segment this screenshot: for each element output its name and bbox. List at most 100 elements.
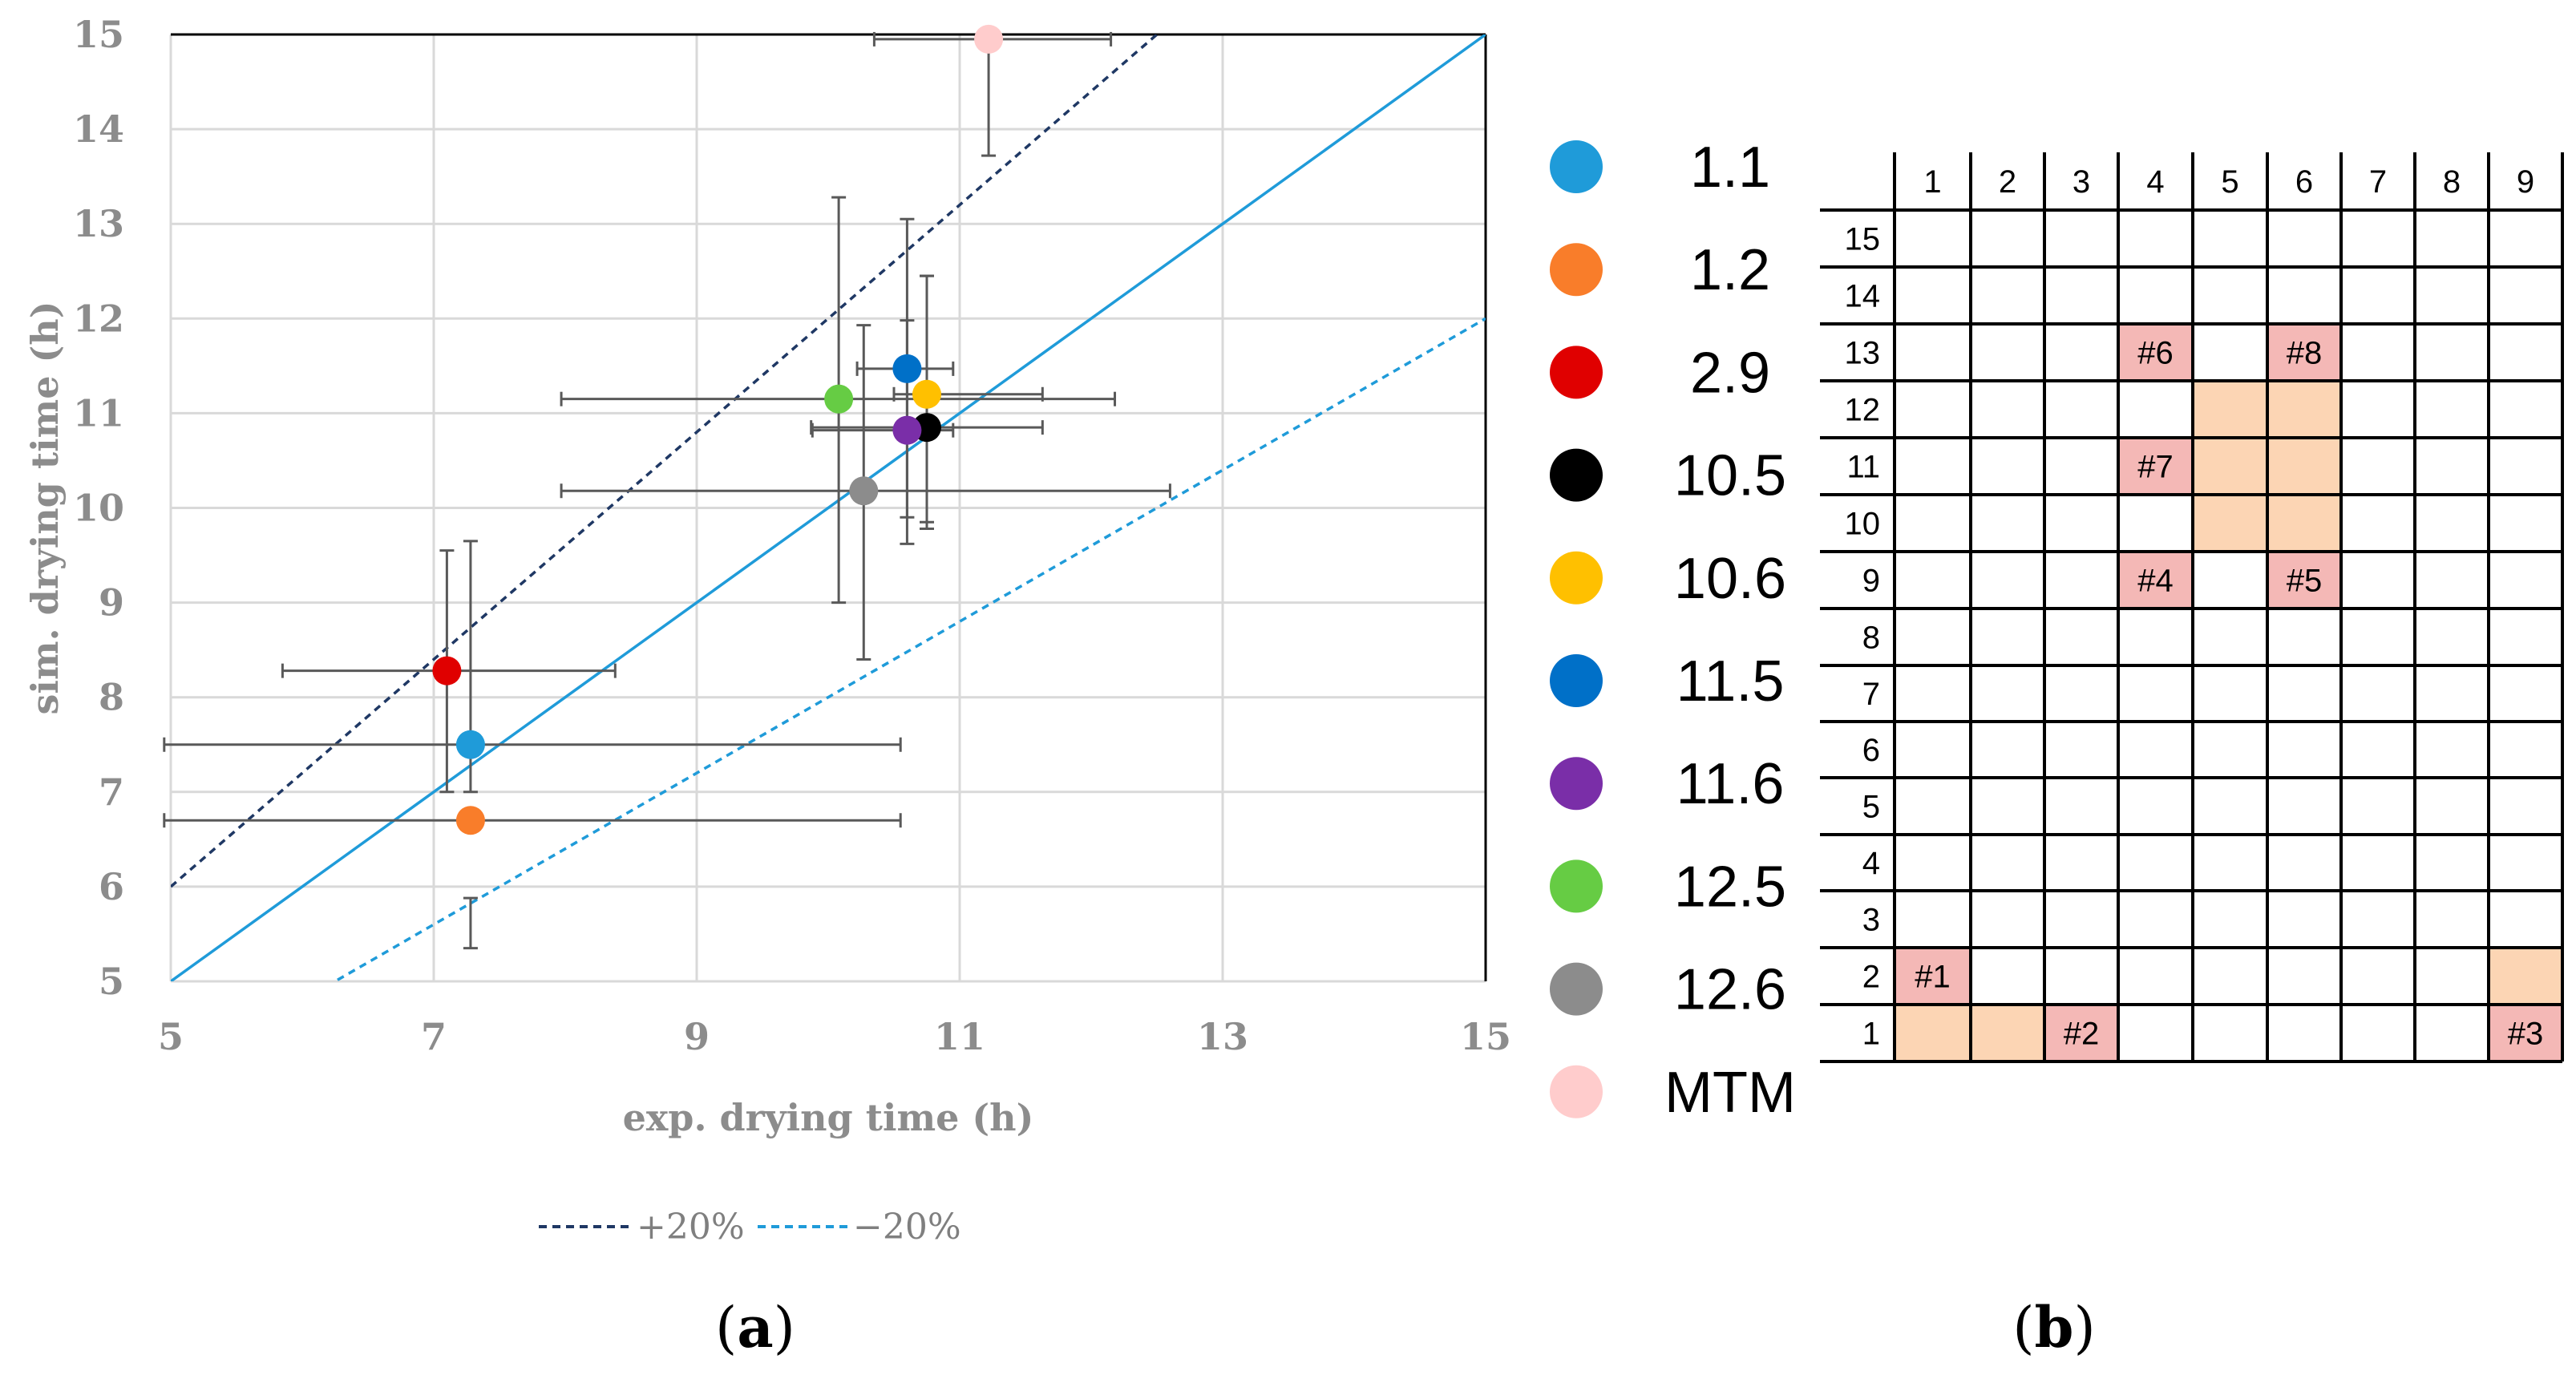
plot-area: 5 7 9 11 13 15 5 6 7 8 9 10 11 12 13 14 15 exp. drying ti… <box>23 13 1511 1139</box>
series-legend: 1.1 1.2 2.9 10.5 10.6 11.5 11.6 12.5 12.6 MTM <box>1550 135 1796 1125</box>
grid-row-label: 3 <box>1862 903 1880 938</box>
legend-marker <box>1550 1065 1603 1118</box>
legend-item: 2.9 <box>1550 341 1770 405</box>
cell-label: #1 <box>1915 960 1951 995</box>
data-point-1-1 <box>455 730 485 759</box>
y-tick-label: 15 <box>73 13 124 56</box>
grid-column-label: 2 <box>1999 164 2016 200</box>
grid-cell-highlight <box>2267 381 2341 438</box>
cell-label: #4 <box>2137 564 2174 599</box>
y-tick-label: 9 <box>99 581 124 625</box>
panel-a-caption: (a) <box>715 1294 795 1361</box>
legend-label: 12.5 <box>1674 855 1786 919</box>
legend-label: 10.5 <box>1674 444 1786 508</box>
grid-row-label: 6 <box>1862 733 1880 768</box>
cell-label: #5 <box>2287 564 2323 599</box>
x-tick-label: 9 <box>684 1015 710 1058</box>
legend-label: 11.5 <box>1676 649 1785 714</box>
grid-cell-highlight <box>2489 948 2562 1005</box>
grid-row-label: 8 <box>1862 621 1880 656</box>
legend-item: 10.6 <box>1550 547 1786 611</box>
x-tick-label: 5 <box>158 1015 184 1058</box>
cell-label: #6 <box>2137 336 2174 371</box>
grid-row-label: 2 <box>1862 960 1880 995</box>
data-point-11-5 <box>892 354 922 383</box>
grid-cell-highlight <box>1971 1005 2044 1062</box>
legend-marker <box>1550 859 1603 913</box>
y-tick-label: 14 <box>73 107 124 151</box>
legend-item: MTM <box>1550 1061 1796 1125</box>
legend-marker <box>1550 140 1603 193</box>
legend-label: 10.6 <box>1674 547 1786 611</box>
grid-column-label: 3 <box>2073 164 2090 200</box>
cell-label: #3 <box>2508 1017 2544 1052</box>
cell-label: #2 <box>2064 1017 2100 1052</box>
legend-label: 1.1 <box>1690 135 1770 200</box>
cell-label: #7 <box>2137 450 2174 485</box>
grid-row-label: 5 <box>1862 790 1880 825</box>
legend-marker <box>1550 346 1603 399</box>
data-point-10-6 <box>912 379 941 409</box>
grid-cell-highlight <box>2489 1005 2562 1062</box>
grid-cell-highlight <box>2267 438 2341 495</box>
grid-column-label: 7 <box>2369 164 2387 200</box>
y-tick-label: 6 <box>99 865 124 908</box>
grid-cell-highlight <box>2118 438 2193 495</box>
grid-cell-highlight <box>2193 495 2267 552</box>
grid-column-label: 8 <box>2443 164 2461 200</box>
grid-row-label: 1 <box>1862 1017 1880 1052</box>
grid-cell-highlight <box>2267 495 2341 552</box>
grid-row-label: 10 <box>1845 507 1881 542</box>
y-tick-label: 11 <box>73 391 124 435</box>
grid-cell-highlight <box>2193 381 2267 438</box>
legend-label: 2.9 <box>1690 341 1770 405</box>
grid-column-label: 1 <box>1923 164 1941 200</box>
error-bars <box>163 813 902 950</box>
x-tick-label: 7 <box>421 1015 447 1058</box>
grid-cell-highlight <box>2193 438 2267 495</box>
panel-a-letter: a <box>737 1294 773 1361</box>
legend-item: 11.5 <box>1550 649 1784 714</box>
grid-cell-highlight <box>2267 552 2341 609</box>
grid-cell-highlight <box>1895 1005 1971 1062</box>
legend-marker <box>1550 654 1603 707</box>
plus-20-legend-label: +20% <box>637 1207 745 1248</box>
legend-item: 11.6 <box>1550 752 1784 816</box>
y-axis-title: sim. drying time (h) <box>23 301 67 715</box>
grid-cell-highlight <box>2118 324 2193 381</box>
legend-label: 1.2 <box>1690 238 1770 302</box>
reference-line-legend: +20% −20% <box>539 1207 961 1248</box>
grid-row-label: 4 <box>1862 846 1880 881</box>
legend-marker <box>1550 962 1603 1016</box>
data-point-mtm <box>974 24 1004 54</box>
legend-item: 12.6 <box>1550 958 1786 1022</box>
grid-cell-highlight <box>2044 1005 2118 1062</box>
grid-cell-highlight <box>1895 948 1971 1005</box>
y-tick-label: 10 <box>73 487 124 530</box>
grid-column-label: 5 <box>2221 164 2238 200</box>
legend-marker <box>1550 243 1603 297</box>
legend-label: 11.6 <box>1676 752 1785 816</box>
reference-line <box>171 34 1159 888</box>
panel-a-label: (a) <box>715 1294 795 1361</box>
grid-column-label: 9 <box>2517 164 2534 200</box>
cell-label: #8 <box>2287 336 2323 371</box>
grid-cell-highlight <box>2118 552 2193 609</box>
grid-cell-highlight <box>2267 324 2341 381</box>
x-tick-label: 13 <box>1197 1015 1248 1058</box>
legend-marker <box>1550 757 1603 811</box>
y-tick-label: 13 <box>73 202 124 245</box>
y-tick-label: 8 <box>99 676 124 719</box>
data-point-11-6 <box>892 415 922 445</box>
legend-marker <box>1550 448 1603 502</box>
x-tick-label: 11 <box>934 1015 985 1058</box>
reference-line <box>171 34 1486 981</box>
well-grid-panel: #6 #8#7#4 #5#1#2 #31 2 3 4 5 6 7 8 9151413121110987… <box>1820 152 2564 1063</box>
legend-item: 12.5 <box>1550 855 1786 919</box>
reference-line <box>332 317 1486 981</box>
reference-lines <box>171 34 1486 981</box>
panel-b-caption: (b) <box>2012 1294 2096 1361</box>
y-tick-label: 12 <box>73 297 124 340</box>
grid-row-label: 9 <box>1862 564 1880 599</box>
